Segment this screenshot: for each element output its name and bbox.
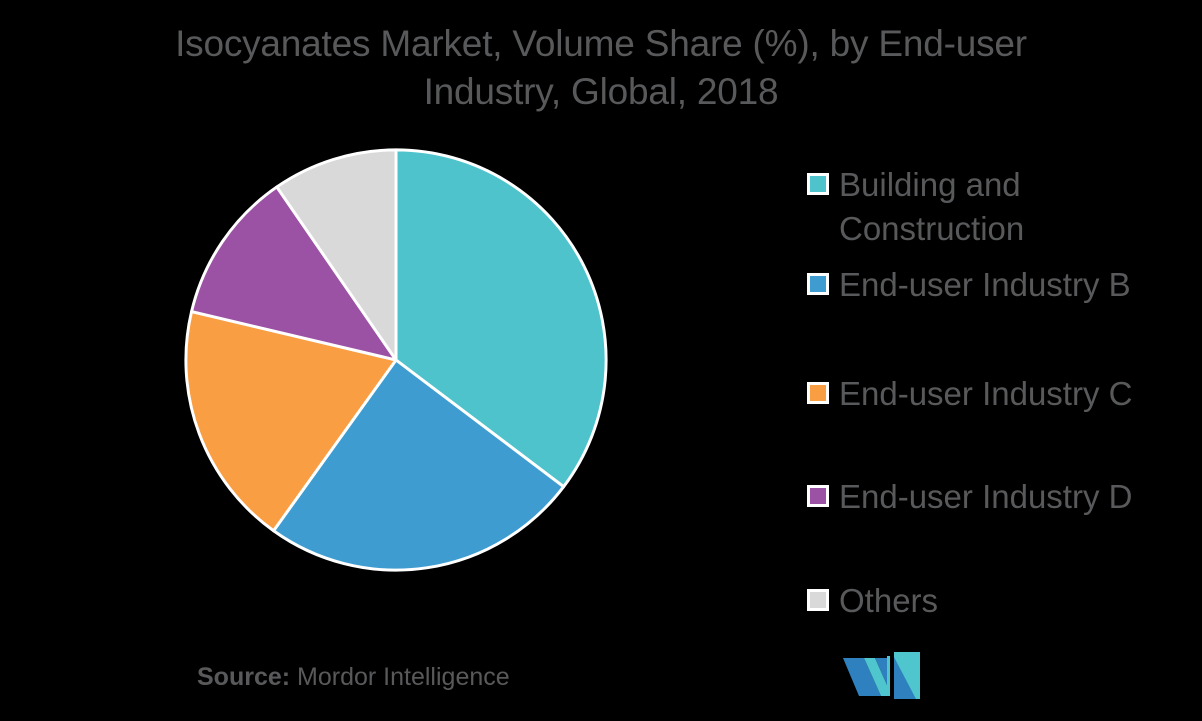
chart-title-line-2: Industry, Global, 2018 xyxy=(423,71,779,112)
source-label: Source: xyxy=(197,663,291,691)
legend-label: End-user Industry B xyxy=(839,266,1131,303)
mordor-intelligence-logo xyxy=(843,652,921,702)
logo-right-diagonal xyxy=(894,657,916,699)
legend-item-building-and-construction: Building and Construction xyxy=(807,163,1169,251)
pie-slice-building-and-construction xyxy=(394,148,608,489)
pie-chart-container xyxy=(180,144,612,576)
chart-title: Isocyanates Market, Volume Share (%), by… xyxy=(0,20,1202,116)
pie-slice-end-user-industry-d xyxy=(190,185,398,362)
logo-middle-wedge xyxy=(864,658,887,696)
source-text: Mordor Intelligence xyxy=(297,663,510,691)
pie-slice-others xyxy=(275,148,398,362)
legend-swatch-icon xyxy=(807,273,829,295)
legend-item-others: Others xyxy=(807,579,938,623)
source-note: Source: Mordor Intelligence xyxy=(197,662,510,692)
pie-slice-end-user-industry-c xyxy=(184,310,398,533)
mordor-logo-icon xyxy=(843,652,920,699)
legend-label: Others xyxy=(839,582,939,619)
logo-inner-stroke xyxy=(875,658,887,685)
legend-swatch-icon xyxy=(807,589,829,611)
legend-swatch-icon xyxy=(807,382,829,404)
legend-item-end-user-industry-d: End-user Industry D xyxy=(807,475,1132,519)
logo-teal-sliver xyxy=(887,656,890,696)
legend-swatch-icon xyxy=(807,485,829,507)
legend-label: Building and Construction xyxy=(839,166,1025,247)
legend-label: End-user Industry C xyxy=(839,375,1133,412)
legend-item-end-user-industry-b: End-user Industry B xyxy=(807,263,1131,307)
pie-slice-end-user-industry-b xyxy=(272,358,566,572)
legend-swatch-icon xyxy=(807,173,829,195)
chart-title-line-1: Isocyanates Market, Volume Share (%), by… xyxy=(175,23,1027,64)
legend-item-end-user-industry-c: End-user Industry C xyxy=(807,372,1132,416)
pie-chart xyxy=(184,148,608,572)
logo-left-stroke xyxy=(843,658,881,696)
legend-label: End-user Industry D xyxy=(839,478,1133,515)
